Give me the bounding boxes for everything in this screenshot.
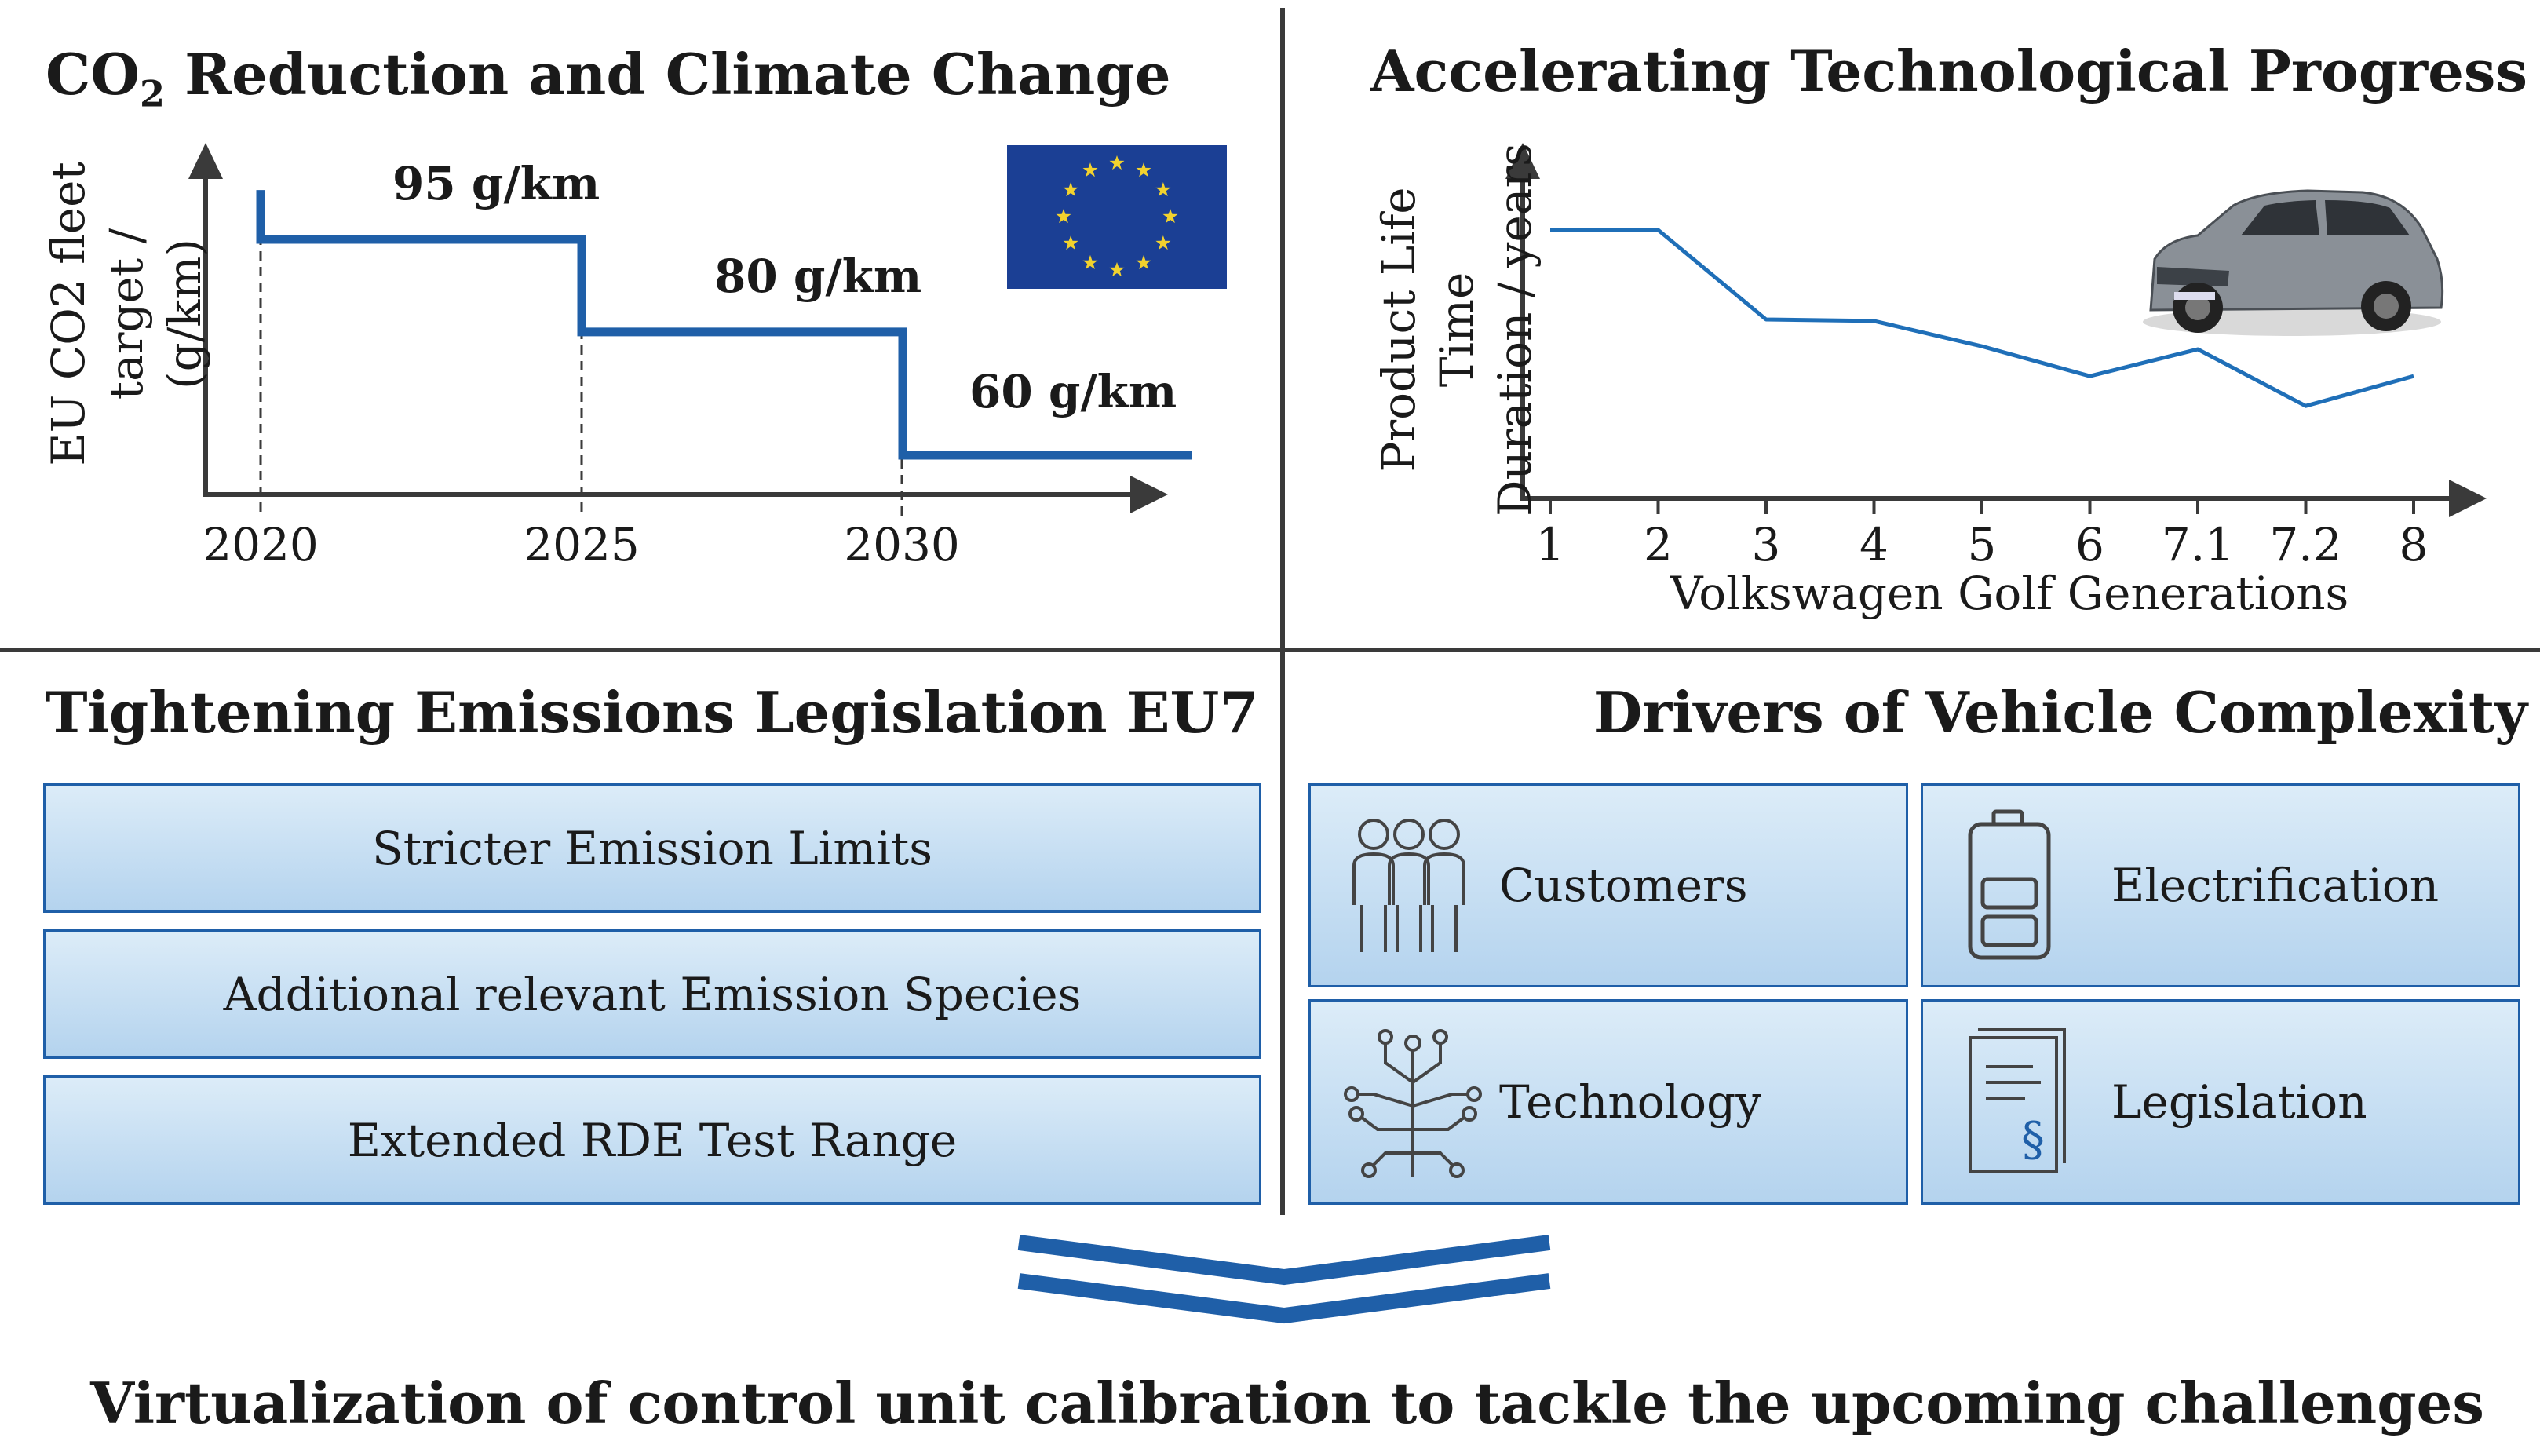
- co2-x-tick-2030: 2030: [844, 518, 960, 571]
- battery-icon: [1968, 809, 2051, 960]
- progress-chart-axes: [1505, 143, 2487, 517]
- progress-x-tick-label: 5: [1967, 518, 1997, 571]
- legal-document-icon: §: [1969, 1028, 2066, 1173]
- flag-star: [1136, 254, 1151, 269]
- flag-star: [1082, 162, 1098, 177]
- progress-x-axis-label: Volkswagen Golf Generations: [1670, 567, 2349, 620]
- progress-x-tick-label: 7.1: [2161, 518, 2235, 571]
- progress-y-axis-label: Product Life Time Duration / years: [1370, 126, 1544, 534]
- co2-x-tick-2020: 2020: [203, 518, 319, 571]
- flag-star: [1056, 209, 1071, 224]
- flag-star: [1136, 162, 1151, 177]
- co2-target-step-line: [256, 190, 1192, 460]
- flag-star: [1155, 182, 1171, 197]
- co2-chart-axes: [188, 143, 1168, 518]
- progress-x-tick-label: 6: [2075, 518, 2104, 571]
- conclusion-statement: Virtualization of control unit calibrati…: [90, 1370, 2484, 1436]
- co2-x-tick-2025: 2025: [524, 518, 640, 571]
- flag-star: [1082, 254, 1098, 269]
- co2-level-label-80: 80 g/km: [714, 250, 922, 303]
- co2-panel-title: CO2 Reduction and Climate Change: [46, 41, 1171, 115]
- driver-label-technology: Technology: [1499, 1075, 1761, 1129]
- co2-level-label-95: 95 g/km: [392, 157, 600, 210]
- progress-x-tick-label: 2: [1644, 518, 1673, 571]
- emissions-panel-title: Tightening Emissions Legislation EU7: [46, 679, 1259, 746]
- emission-box-species: Additional relevant Emission Species: [43, 929, 1261, 1059]
- circuit-tree-icon: [1344, 1029, 1482, 1178]
- progress-ylabel-line2: Duration / years: [1488, 143, 1542, 516]
- co2-level-label-60: 60 g/km: [969, 365, 1177, 418]
- emission-box-species-label: Additional relevant Emission Species: [223, 967, 1082, 1021]
- co2-y-axis-label: EU CO2 fleet target / (g/km): [39, 157, 213, 471]
- people-icon: [1352, 819, 1465, 952]
- drivers-panel-title: Drivers of Vehicle Complexity: [1593, 679, 2527, 746]
- progress-x-tick-label: 8: [2399, 518, 2429, 571]
- driver-box-electrification: Electrification: [1921, 783, 2520, 987]
- eu-flag-icon: [1007, 145, 1227, 289]
- emission-box-limits: Stricter Emission Limits: [43, 783, 1261, 913]
- driver-label-customers: Customers: [1499, 859, 1748, 912]
- flag-star: [1109, 155, 1125, 170]
- driver-label-legislation: Legislation: [2111, 1075, 2367, 1129]
- flag-star: [1155, 235, 1171, 250]
- golf-car-icon: [2143, 189, 2444, 336]
- emission-box-rde-label: Extended RDE Test Range: [347, 1113, 958, 1167]
- co2-y-arrowhead: [188, 143, 223, 179]
- progress-x-arrowhead: [2449, 480, 2487, 517]
- svg-text:§: §: [2021, 1112, 2045, 1167]
- flag-star: [1063, 235, 1078, 250]
- flag-star: [1063, 182, 1078, 197]
- co2-title-main: CO: [46, 41, 141, 108]
- driver-box-technology: Technology: [1308, 999, 1908, 1205]
- co2-x-arrowhead: [1130, 476, 1168, 513]
- driver-label-electrification: Electrification: [2111, 859, 2440, 912]
- co2-ylabel-line2: target / (g/km): [100, 228, 211, 400]
- downward-chevron-icon: [1017, 1235, 1551, 1324]
- emission-box-rde: Extended RDE Test Range: [43, 1075, 1261, 1205]
- progress-x-tick-label: 7.2: [2269, 518, 2342, 571]
- flag-star: [1162, 209, 1178, 224]
- progress-ylabel-line1: Product Life Time: [1372, 187, 1483, 473]
- flag-star: [1109, 262, 1125, 277]
- product-lifetime-line: [1550, 228, 2414, 408]
- co2-title-subscript: 2: [140, 72, 166, 115]
- progress-y-arrowhead: [1505, 143, 1540, 179]
- progress-panel-title: Accelerating Technological Progress: [1370, 38, 2527, 104]
- co2-title-rest: Reduction and Climate Change: [165, 41, 1171, 108]
- progress-x-tick-label: 3: [1751, 518, 1781, 571]
- co2-ylabel-line1: EU CO2 fleet: [42, 162, 95, 466]
- progress-x-tick-label: 4: [1859, 518, 1889, 571]
- progress-x-tick-label: 1: [1535, 518, 1565, 571]
- emission-box-limits-label: Stricter Emission Limits: [372, 821, 932, 875]
- driver-box-customers: Customers: [1308, 783, 1908, 987]
- driver-box-legislation: § Legislation: [1921, 999, 2520, 1205]
